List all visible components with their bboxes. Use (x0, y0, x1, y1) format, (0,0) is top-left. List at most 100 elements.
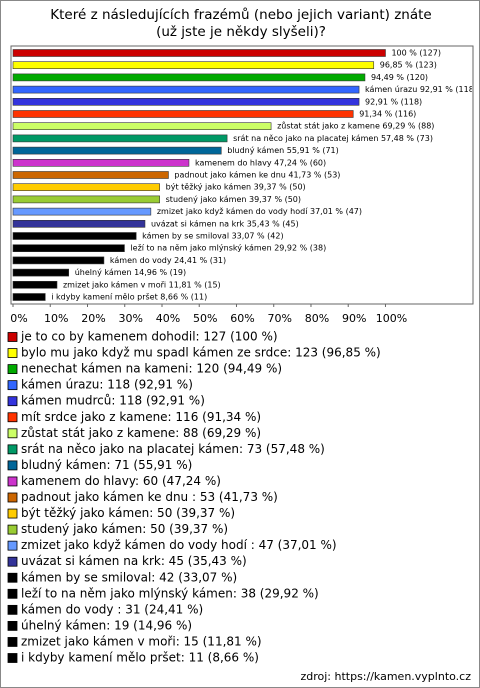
legend-label: být těžký jako kámen: 50 (39,37 %) (21, 506, 235, 520)
value-label: zůstat stát jako z kamene 69,29 % (88) (277, 121, 434, 131)
bar (12, 256, 105, 265)
legend-marker (7, 508, 18, 519)
legend-marker (7, 572, 18, 583)
source: zdroj: https://kamen.vyplnto.cz (300, 670, 471, 683)
legend-label: je to co by kamenem dohodil: 127 (100 %) (20, 330, 278, 344)
bar (12, 159, 190, 167)
bar (12, 207, 152, 216)
bar (12, 171, 169, 179)
bar (12, 110, 354, 118)
legend-label: srát na něco jako na placatej kámen: 73 … (21, 442, 325, 456)
x-tick-label: 80% (305, 312, 329, 325)
bar (12, 268, 70, 277)
legend-marker (7, 444, 18, 455)
value-label: úhelný kámen 14,96 % (19) (75, 268, 186, 277)
legend-label: kámen úrazu: 118 (92,91 %) (21, 378, 193, 392)
bar (12, 232, 137, 240)
legend-label: mít srdce jako z kamene: 116 (91,34 %) (21, 410, 261, 424)
x-tick-label: 70% (268, 312, 292, 325)
chart-title: Které z následujících frazémů (nebo jeji… (50, 7, 432, 40)
legend-label: kamenem do hlavy: 60 (47,24 %) (21, 474, 221, 488)
plot-frame (10, 45, 474, 305)
legend-marker (7, 364, 18, 375)
value-label: i kdyby kamení mělo pršet 8,66 % (11) (51, 292, 207, 302)
bar (12, 244, 125, 252)
legend-label: leží to na něm jako mlýnský kámen: 38 (2… (21, 586, 319, 600)
value-label: padnout jako kámen ke dnu 41,73 % (53) (174, 171, 340, 180)
value-label: 94,49 % (120) (371, 73, 428, 82)
legend-marker (7, 428, 18, 439)
legend-marker (7, 348, 18, 358)
legend-marker (7, 396, 18, 407)
x-tick-label: 10% (44, 312, 68, 325)
legend-marker (7, 604, 18, 615)
x-tick-label: 100% (376, 312, 407, 325)
bar (12, 98, 360, 106)
value-label: kámen úrazu 92,91 % (118) (365, 85, 477, 94)
legend-label: i kdyby kamení mělo pršet: 11 (8,66 %) (21, 651, 259, 665)
legend-label: nenechat kámen na kameni: 120 (94,49 %) (21, 362, 282, 376)
legend-marker (7, 540, 18, 551)
x-tick-label: 90% (342, 312, 366, 325)
value-label: kámen do vody 24,41 % (31) (110, 256, 226, 265)
value-label: 100 % (127) (391, 49, 440, 58)
bar (12, 195, 160, 204)
bar (12, 220, 146, 228)
legend-marker (7, 332, 18, 342)
legend-label: bylo mu jako když mu spadl kámen ze srdc… (21, 346, 381, 360)
bar (12, 183, 160, 191)
value-label: 92,91 % (118) (365, 97, 422, 106)
legend-marker (7, 556, 18, 567)
bar (12, 293, 46, 301)
x-tick-label: 0% (10, 312, 27, 325)
bar (12, 146, 222, 155)
value-label: zmizet jako když kámen do vody hodí 37,0… (157, 207, 362, 216)
legend-marker (7, 524, 18, 535)
x-tick-label: 60% (230, 312, 254, 325)
legend-label: padnout jako kámen ke dnu : 53 (41,73 %) (21, 490, 278, 504)
value-label: být těžký jako kámen 39,37 % (50) (166, 183, 306, 192)
x-tick-label: 30% (119, 312, 143, 325)
bar (12, 134, 228, 143)
bar (12, 73, 366, 82)
x-tick-label: 50% (193, 312, 217, 325)
legend-label: studený jako kámen: 50 (39,37 %) (21, 522, 228, 536)
bar (12, 85, 360, 94)
legend-label: kámen by se smiloval: 42 (33,07 %) (21, 570, 237, 584)
x-tick-label: 40% (156, 312, 180, 325)
legend-label: kámen mudrců: 118 (92,91 %) (21, 394, 205, 408)
value-label: kámen by se smiloval 33,07 % (42) (142, 232, 283, 241)
legend-marker (7, 588, 18, 599)
value-label: 96,85 % (123) (380, 61, 437, 70)
value-label: studený jako kámen 39,37 % (50) (166, 195, 301, 204)
legend-label: zmizet jako kámen v moři: 15 (11,81 %) (21, 634, 262, 648)
legend-marker (7, 412, 18, 423)
legend-label: uvázat si kámen na krk: 45 (35,43 %) (21, 554, 247, 568)
legend-label: zmizet jako když kámen do vody hodí : 47… (21, 538, 337, 552)
legend-label: zůstat stát jako z kamene: 88 (69,29 %) (21, 426, 261, 440)
legend-label: kámen do vody : 31 (24,41 %) (21, 602, 203, 616)
bar (12, 61, 375, 70)
value-label: uvázat si kámen na krk 35,43 % (45) (151, 219, 299, 228)
value-label: 91,34 % (116) (359, 110, 416, 119)
value-label: leží to na něm jako mlýnský kámen 29,92 … (130, 244, 326, 253)
legend-marker (7, 492, 18, 503)
legend-marker (7, 621, 18, 631)
value-label: zmizet jako kámen v moři 11,81 % (15) (63, 280, 221, 289)
legend-marker (7, 637, 18, 647)
value-label: srát na něco jako na placatej kámen 57,4… (233, 134, 433, 143)
bar (12, 122, 272, 130)
legend-marker (7, 653, 18, 663)
value-label: bludný kámen 55,91 % (71) (227, 146, 339, 155)
bar (12, 280, 58, 289)
legend-marker (7, 380, 18, 391)
bar (12, 49, 386, 57)
x-tick-label: 20% (81, 312, 105, 325)
value-label: kamenem do hlavy 47,24 % (60) (195, 158, 326, 167)
legend-label: úhelný kámen: 19 (14,96 %) (21, 618, 192, 632)
legend-marker (7, 476, 18, 487)
legend-label: bludný kámen: 71 (55,91 %) (21, 458, 192, 472)
legend-marker (7, 460, 18, 471)
